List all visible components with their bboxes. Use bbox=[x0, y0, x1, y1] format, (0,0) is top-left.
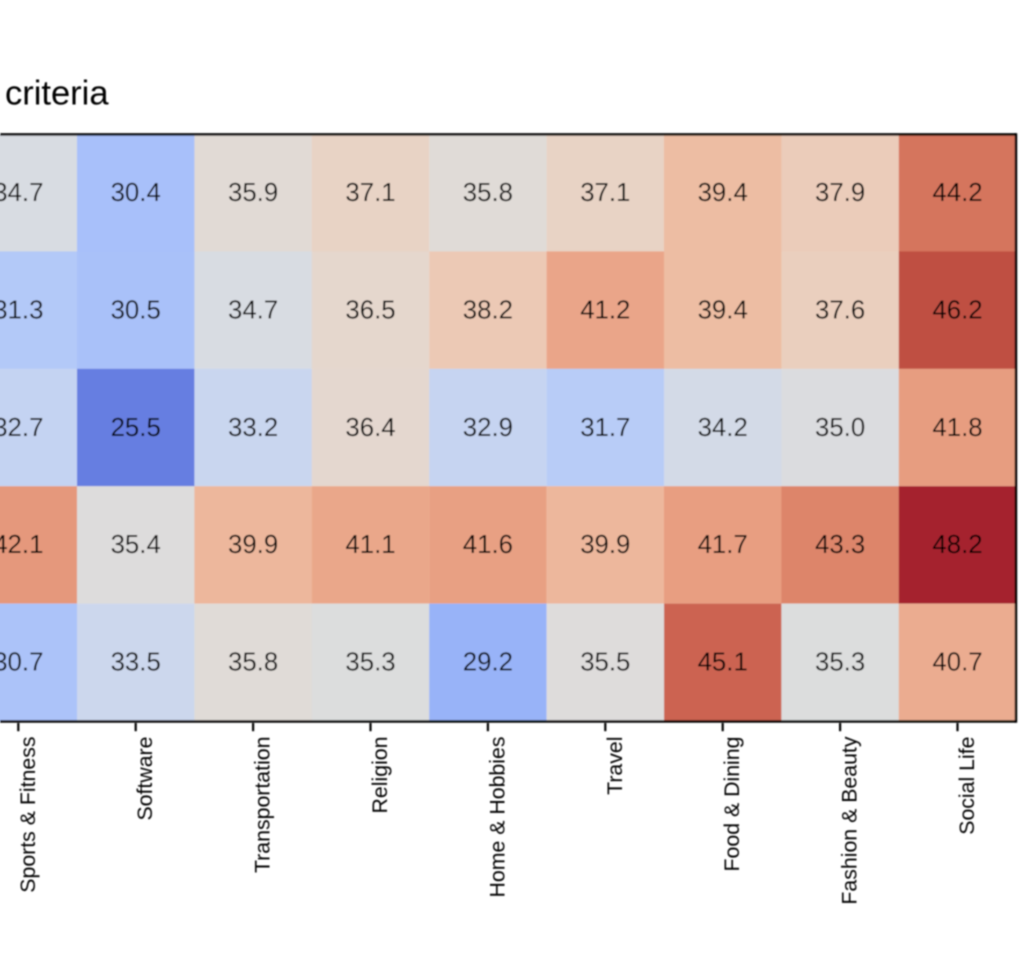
svg-text:39.4: 39.4 bbox=[698, 179, 748, 207]
svg-text:35.4: 35.4 bbox=[111, 531, 161, 559]
svg-text:38.2: 38.2 bbox=[463, 296, 513, 324]
svg-text:32.9: 32.9 bbox=[463, 414, 513, 442]
svg-text:39.9: 39.9 bbox=[580, 531, 630, 559]
svg-text:46.2: 46.2 bbox=[932, 296, 982, 324]
svg-text:41.6: 41.6 bbox=[463, 531, 513, 559]
svg-text:34.7: 34.7 bbox=[228, 296, 278, 324]
svg-text:45.1: 45.1 bbox=[698, 649, 748, 677]
svg-text:37.6: 37.6 bbox=[815, 296, 865, 324]
svg-text:31.3: 31.3 bbox=[0, 296, 43, 324]
svg-text:36.5: 36.5 bbox=[345, 296, 395, 324]
svg-text:33.5: 33.5 bbox=[111, 649, 161, 677]
svg-text:43.3: 43.3 bbox=[815, 531, 865, 559]
svg-text:41.2: 41.2 bbox=[580, 296, 630, 324]
svg-text:35.3: 35.3 bbox=[815, 649, 865, 677]
svg-text:34.2: 34.2 bbox=[698, 414, 748, 442]
svg-text:Software: Software bbox=[133, 737, 157, 821]
svg-text:48.2: 48.2 bbox=[932, 531, 982, 559]
svg-text:Sports & Fitness: Sports & Fitness bbox=[16, 737, 40, 893]
svg-text:34.7: 34.7 bbox=[0, 179, 43, 207]
svg-text:35.9: 35.9 bbox=[228, 179, 278, 207]
svg-text:criteria: criteria bbox=[5, 75, 109, 113]
svg-text:41.7: 41.7 bbox=[698, 531, 748, 559]
svg-text:37.1: 37.1 bbox=[580, 179, 630, 207]
svg-text:35.0: 35.0 bbox=[815, 414, 865, 442]
svg-text:Religion: Religion bbox=[368, 737, 392, 814]
svg-text:39.4: 39.4 bbox=[698, 296, 748, 324]
svg-text:35.5: 35.5 bbox=[580, 649, 630, 677]
svg-text:Fashion & Beauty: Fashion & Beauty bbox=[838, 736, 862, 904]
svg-text:Food & Dining: Food & Dining bbox=[720, 737, 744, 872]
svg-text:29.2: 29.2 bbox=[463, 649, 513, 677]
svg-text:30.5: 30.5 bbox=[111, 296, 161, 324]
svg-text:33.2: 33.2 bbox=[228, 414, 278, 442]
svg-text:Travel: Travel bbox=[603, 737, 627, 795]
svg-text:Home & Hobbies: Home & Hobbies bbox=[485, 737, 509, 898]
svg-text:42.1: 42.1 bbox=[0, 531, 43, 559]
svg-text:40.7: 40.7 bbox=[932, 649, 982, 677]
svg-text:41.1: 41.1 bbox=[345, 531, 395, 559]
svg-text:37.9: 37.9 bbox=[815, 179, 865, 207]
svg-text:30.4: 30.4 bbox=[111, 179, 161, 207]
svg-text:Social Life: Social Life bbox=[955, 737, 979, 835]
svg-text:39.9: 39.9 bbox=[228, 531, 278, 559]
svg-text:Transportation: Transportation bbox=[251, 737, 275, 874]
svg-text:44.2: 44.2 bbox=[932, 179, 982, 207]
svg-text:36.4: 36.4 bbox=[345, 414, 395, 442]
svg-text:32.7: 32.7 bbox=[0, 414, 43, 442]
svg-text:35.8: 35.8 bbox=[463, 179, 513, 207]
svg-text:41.8: 41.8 bbox=[932, 414, 982, 442]
svg-text:35.8: 35.8 bbox=[228, 649, 278, 677]
svg-text:25.5: 25.5 bbox=[111, 414, 161, 442]
svg-text:31.7: 31.7 bbox=[580, 414, 630, 442]
svg-text:35.3: 35.3 bbox=[345, 649, 395, 677]
svg-text:30.7: 30.7 bbox=[0, 649, 43, 677]
svg-text:37.1: 37.1 bbox=[345, 179, 395, 207]
